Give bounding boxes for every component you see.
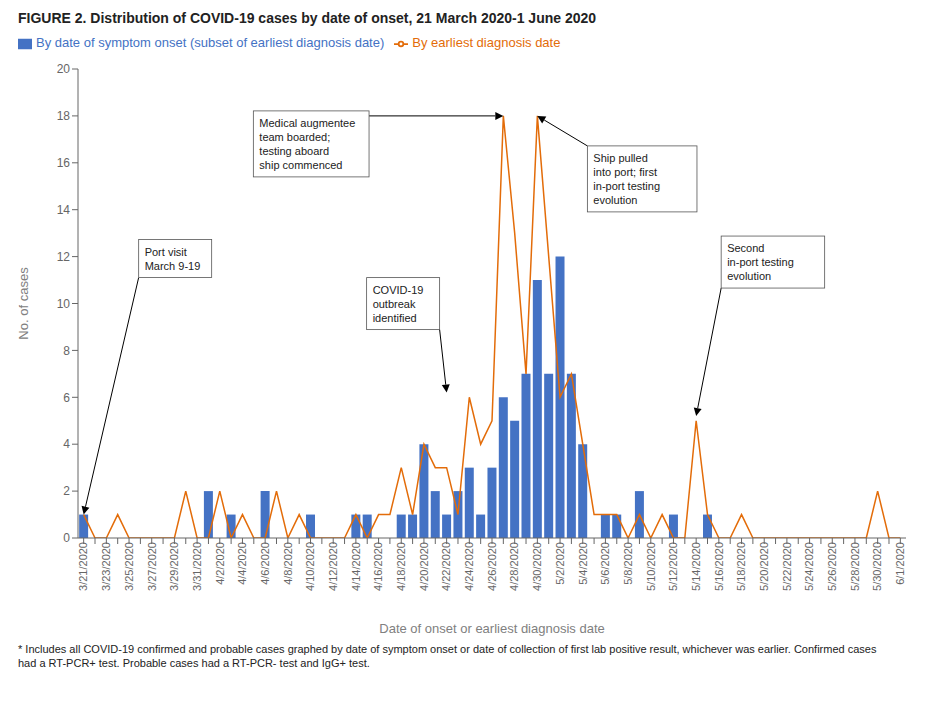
svg-text:5/28/2020: 5/28/2020 — [849, 542, 861, 591]
svg-text:5/10/2020: 5/10/2020 — [645, 542, 657, 591]
svg-text:4/8/2020: 4/8/2020 — [282, 542, 294, 585]
svg-text:4/28/2020: 4/28/2020 — [508, 542, 520, 591]
svg-text:4: 4 — [63, 437, 70, 451]
svg-text:3/27/2020: 3/27/2020 — [146, 542, 158, 591]
svg-text:5/14/2020: 5/14/2020 — [690, 542, 702, 591]
svg-text:4/20/2020: 4/20/2020 — [418, 542, 430, 591]
svg-text:3/21/2020: 3/21/2020 — [77, 542, 89, 591]
svg-text:2: 2 — [63, 484, 70, 498]
svg-text:4/26/2020: 4/26/2020 — [486, 542, 498, 591]
svg-text:4/12/2020: 4/12/2020 — [327, 542, 339, 591]
svg-text:3/25/2020: 3/25/2020 — [123, 542, 135, 591]
svg-text:5/18/2020: 5/18/2020 — [735, 542, 747, 591]
html-text:had a RT-PCR+ test. Probable c: had a RT-PCR+ test. Probable cases had a… — [18, 657, 370, 669]
svg-text:4/22/2020: 4/22/2020 — [440, 542, 452, 591]
svg-text:4/4/2020: 4/4/2020 — [236, 542, 248, 585]
svg-text:4/14/2020: 4/14/2020 — [350, 542, 362, 591]
svg-text:14: 14 — [57, 203, 71, 217]
svg-text:Date of onset or earliest diag: Date of onset or earliest diagnosis date — [379, 621, 604, 636]
svg-text:6: 6 — [63, 391, 70, 405]
svg-text:Secondin-port testingevolution: Secondin-port testingevolution — [727, 242, 794, 282]
html-text:By date of symptom onset (subs: By date of symptom onset (subset of earl… — [36, 35, 385, 50]
svg-text:4/30/2020: 4/30/2020 — [531, 542, 543, 591]
svg-text:5/12/2020: 5/12/2020 — [667, 542, 679, 591]
svg-text:5/6/2020: 5/6/2020 — [599, 542, 611, 585]
svg-text:16: 16 — [57, 156, 71, 170]
svg-text:4/6/2020: 4/6/2020 — [259, 542, 271, 585]
svg-text:3/23/2020: 3/23/2020 — [100, 542, 112, 591]
svg-text:10: 10 — [57, 297, 71, 311]
svg-text:5/22/2020: 5/22/2020 — [781, 542, 793, 591]
svg-text:5/24/2020: 5/24/2020 — [803, 542, 815, 591]
svg-text:0: 0 — [63, 531, 70, 545]
svg-text:5/30/2020: 5/30/2020 — [871, 542, 883, 591]
svg-text:No. of cases: No. of cases — [16, 267, 31, 340]
svg-text:5/20/2020: 5/20/2020 — [758, 542, 770, 591]
svg-text:4/16/2020: 4/16/2020 — [372, 542, 384, 591]
svg-text:5/26/2020: 5/26/2020 — [826, 542, 838, 591]
svg-text:6/1/2020: 6/1/2020 — [894, 542, 906, 585]
svg-text:5/8/2020: 5/8/2020 — [622, 542, 634, 585]
svg-text:4/24/2020: 4/24/2020 — [463, 542, 475, 591]
svg-text:5/2/2020: 5/2/2020 — [554, 542, 566, 585]
svg-text:COVID-19outbreakidentified: COVID-19outbreakidentified — [373, 284, 424, 324]
svg-text:Medical augmenteeteam boarded;: Medical augmenteeteam boarded;testing ab… — [259, 117, 355, 171]
svg-text:4/18/2020: 4/18/2020 — [395, 542, 407, 591]
svg-text:12: 12 — [57, 250, 71, 264]
svg-text:4/10/2020: 4/10/2020 — [304, 542, 316, 591]
svg-text:Ship pulledinto port; firstin-: Ship pulledinto port; firstin-port testi… — [593, 152, 660, 206]
svg-text:18: 18 — [57, 109, 71, 123]
svg-text:Port visitMarch 9-19: Port visitMarch 9-19 — [145, 246, 201, 272]
html-text:By earliest diagnosis date: By earliest diagnosis date — [412, 35, 561, 50]
svg-text:3/31/2020: 3/31/2020 — [191, 542, 203, 591]
svg-text:8: 8 — [63, 344, 70, 358]
svg-text:5/16/2020: 5/16/2020 — [713, 542, 725, 591]
svg-text:5/4/2020: 5/4/2020 — [577, 542, 589, 585]
html-text:* Includes all COVID-19 confir: * Includes all COVID-19 confirmed and pr… — [18, 643, 877, 655]
html-text:FIGURE 2. Distribution of COVI: FIGURE 2. Distribution of COVID-19 cases… — [18, 10, 597, 26]
svg-text:3/29/2020: 3/29/2020 — [168, 542, 180, 591]
svg-text:4/2/2020: 4/2/2020 — [214, 542, 226, 585]
svg-text:20: 20 — [57, 62, 71, 76]
